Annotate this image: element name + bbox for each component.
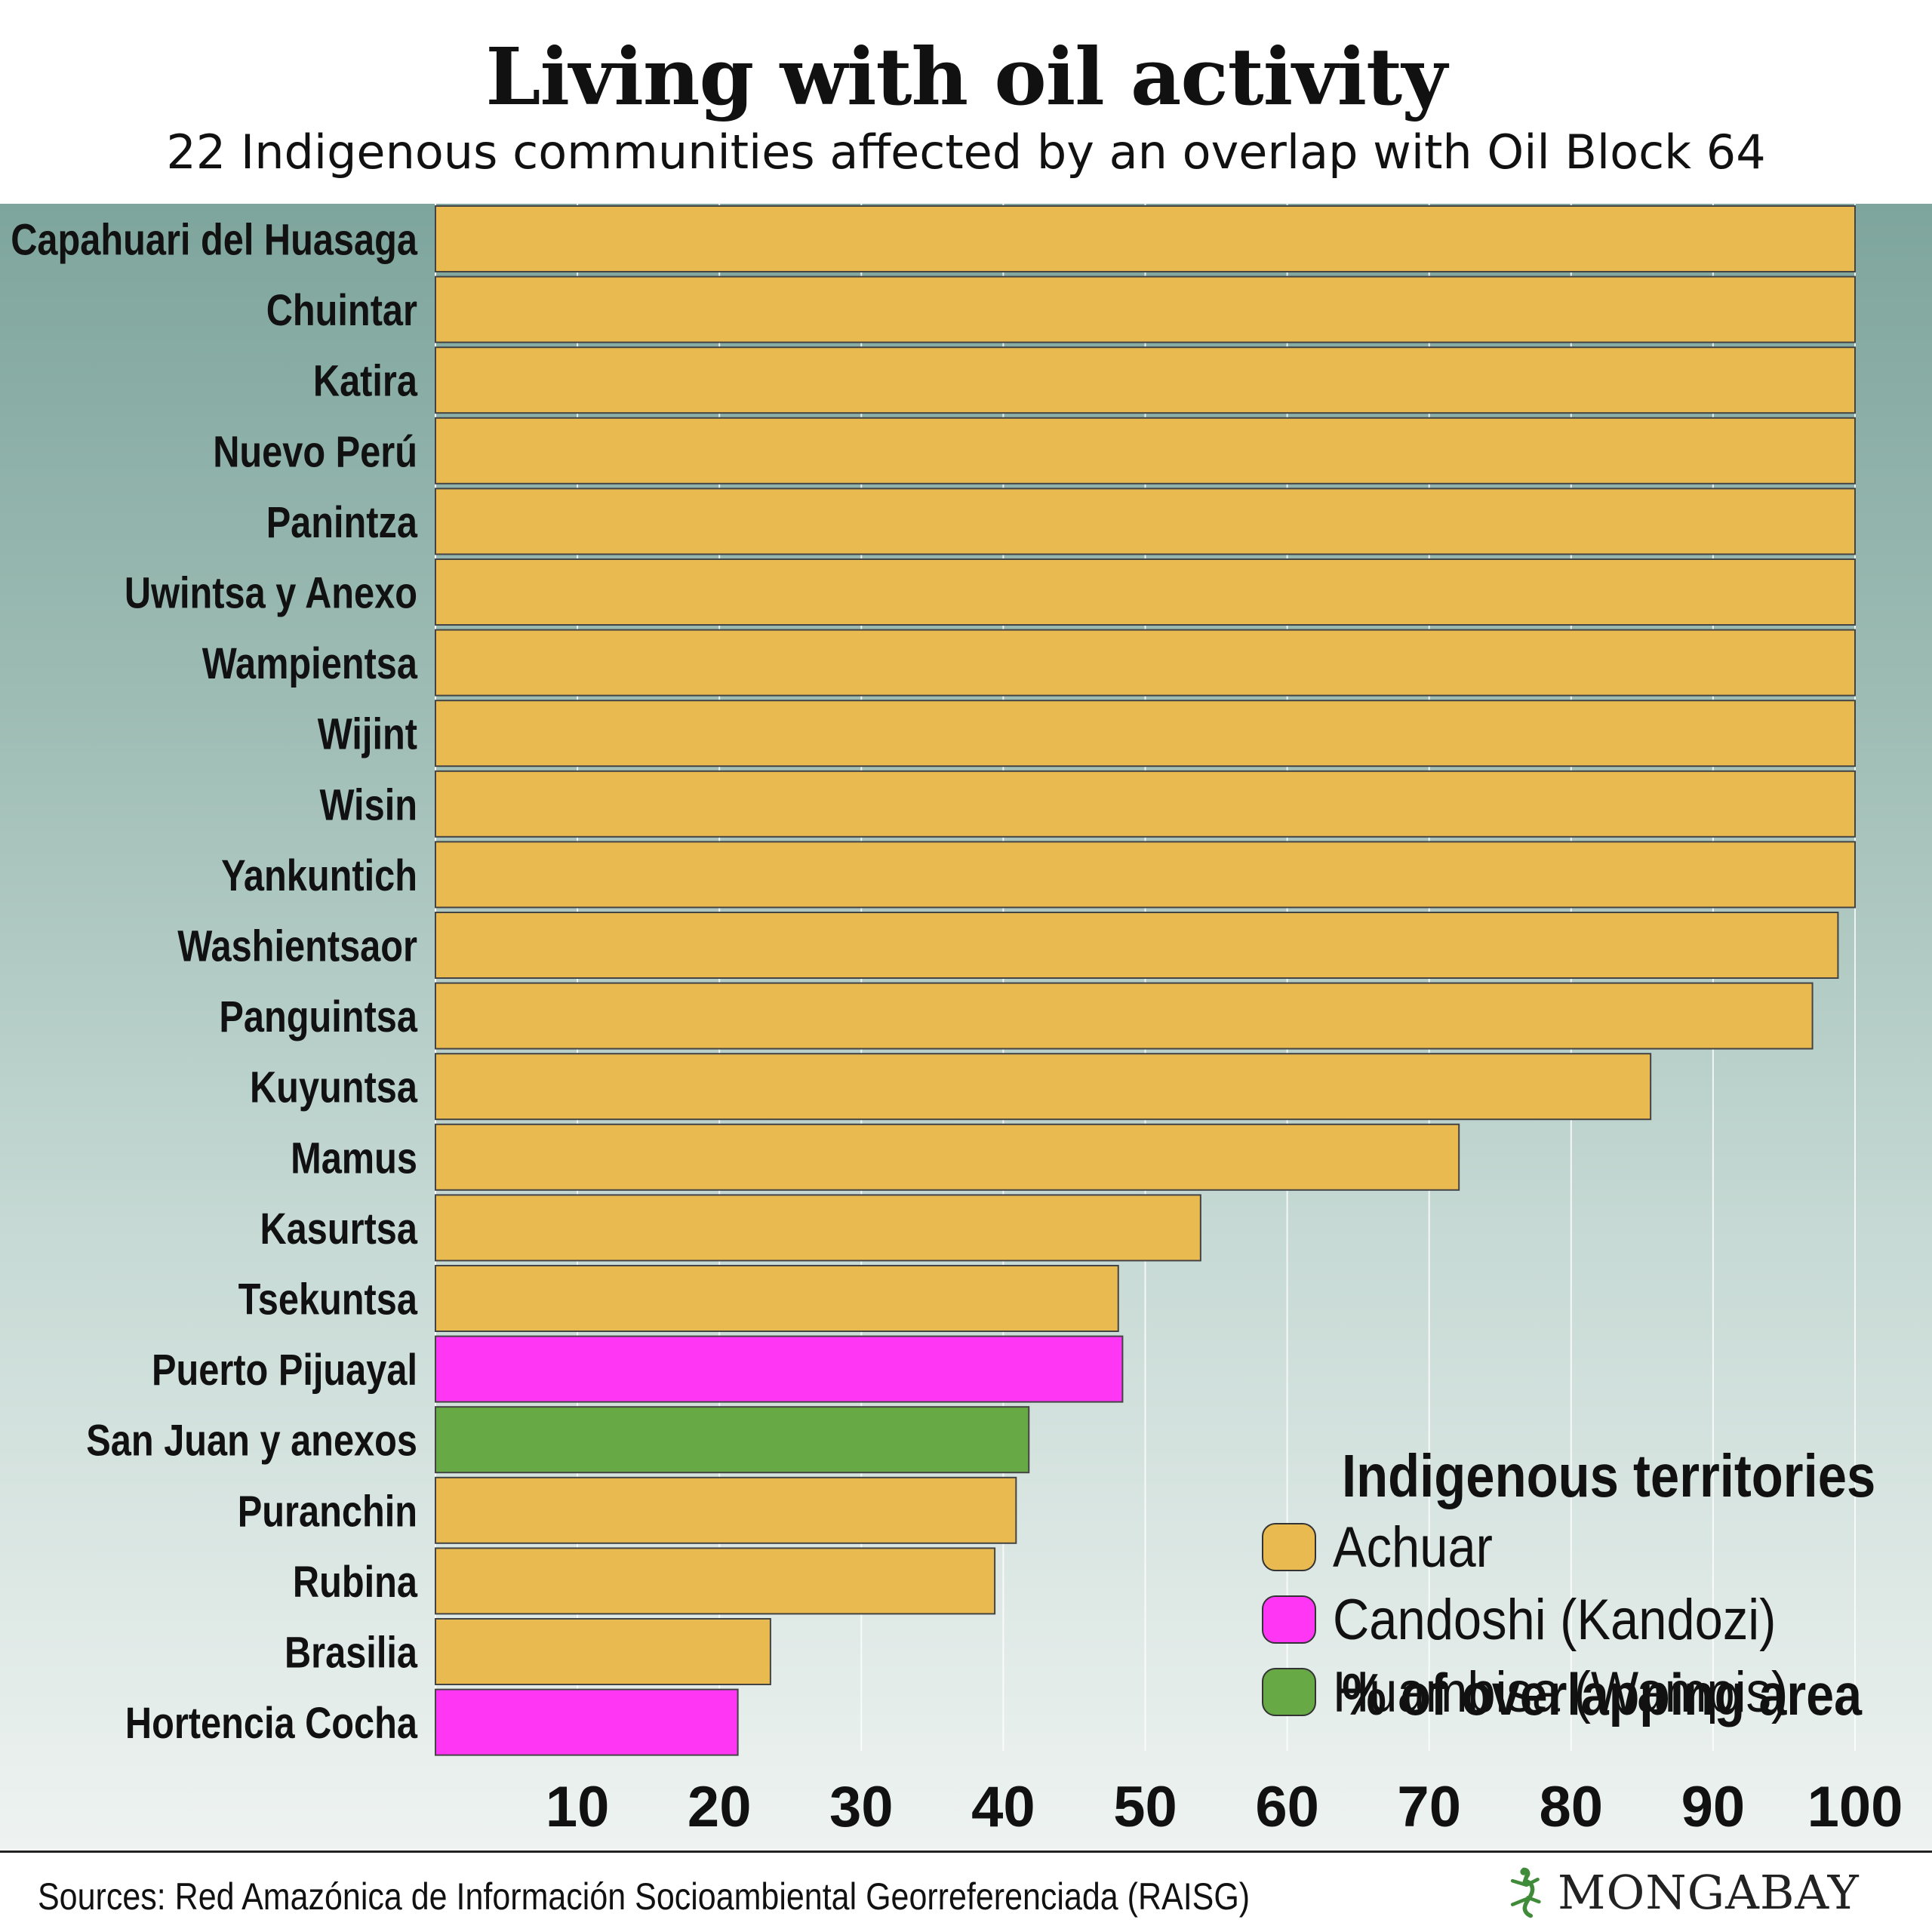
- category-label-brasilia: Brasilia: [285, 1629, 418, 1678]
- bar-puranchin: [435, 1476, 1017, 1544]
- x-tick-label-100: 100: [1807, 1775, 1903, 1839]
- category-label-yankuntich: Yankuntich: [221, 851, 417, 900]
- category-labels: Capahuari del Huasaga Chuintar Katira Nuevo…: [11, 216, 417, 1749]
- category-label-uwintsa-y-anexo: Uwintsa y Anexo: [125, 569, 417, 618]
- x-tick-label-70: 70: [1397, 1775, 1461, 1839]
- legend-title: Indigenous territories: [1342, 1442, 1876, 1509]
- category-label-washientsaor: Washientsaor: [177, 922, 417, 971]
- bar-nuevo-peru: [435, 417, 1856, 485]
- bar-kasurtsa: [435, 1194, 1201, 1262]
- category-label-panguintsa: Panguintsa: [219, 992, 417, 1041]
- category-label-wampientsa: Wampientsa: [202, 639, 418, 688]
- legend-item-achuar: Achuar: [1262, 1511, 1866, 1583]
- brand[interactable]: MONGABAY: [1496, 1864, 1860, 1920]
- x-tick-label-60: 60: [1255, 1775, 1319, 1839]
- category-label-kuyuntsa: Kuyuntsa: [250, 1063, 418, 1112]
- x-tick-labels: 10 20 30 40 50 60 70 80 90 100: [546, 1775, 1903, 1839]
- category-label-puerto-pijuayal: Puerto Pijuayal: [152, 1346, 417, 1395]
- legend-swatch-achuar: [1262, 1523, 1316, 1571]
- legend-swatch-huambisa: [1262, 1668, 1316, 1716]
- gecko-logo-icon: [1510, 1867, 1541, 1918]
- legend-label-huambisa: Huambisa (Wampis): [1333, 1660, 1789, 1724]
- category-label-katira: Katira: [313, 357, 418, 406]
- bar-san-juan-y-anexos: [435, 1406, 1030, 1474]
- bar-wisin: [435, 770, 1856, 838]
- bar-yankuntich: [435, 841, 1856, 909]
- bar-wampientsa: [435, 629, 1856, 697]
- x-tick-label-90: 90: [1681, 1775, 1746, 1839]
- chart-subtitle: 22 Indigenous communities affected by an…: [166, 125, 1766, 180]
- x-tick-label-50: 50: [1113, 1775, 1177, 1839]
- category-label-capahuari-del-huasaga: Capahuari del Huasaga: [11, 216, 417, 265]
- bars: [435, 205, 1856, 1756]
- bar-puerto-pijuayal: [435, 1335, 1124, 1403]
- x-tick-label-40: 40: [971, 1775, 1035, 1839]
- x-tick-label-10: 10: [546, 1775, 610, 1839]
- bar-washientsaor: [435, 912, 1839, 979]
- bar-tsekuntsa: [435, 1265, 1119, 1332]
- bar-uwintsa-y-anexo: [435, 558, 1856, 626]
- category-label-wijint: Wijint: [318, 710, 417, 759]
- legend-item-candoshi: Candoshi (Kandozi): [1262, 1583, 1866, 1656]
- category-label-puranchin: Puranchin: [238, 1487, 417, 1536]
- category-label-wisin: Wisin: [320, 780, 418, 829]
- bar-hortencia-cocha: [435, 1688, 739, 1756]
- plot-panel: Capahuari del Huasaga Chuintar Katira Nuevo…: [0, 204, 1932, 1849]
- category-label-panintza: Panintza: [266, 498, 418, 547]
- bar-wijint: [435, 700, 1856, 768]
- bar-chart: Capahuari del Huasaga Chuintar Katira Nuevo…: [11, 204, 1903, 1839]
- bar-panintza: [435, 488, 1856, 555]
- x-tick-label-30: 30: [829, 1775, 894, 1839]
- category-label-rubina: Rubina: [293, 1558, 418, 1607]
- bar-rubina: [435, 1547, 996, 1615]
- category-label-hortencia-cocha: Hortencia Cocha: [125, 1699, 418, 1748]
- x-tick-label-80: 80: [1540, 1775, 1604, 1839]
- bar-katira: [435, 346, 1856, 414]
- category-label-mamus: Mamus: [291, 1134, 417, 1183]
- source-note: Sources: Red Amazónica de Información So…: [38, 1875, 1251, 1918]
- legend-label-achuar: Achuar: [1333, 1515, 1493, 1580]
- category-label-tsekuntsa: Tsekuntsa: [238, 1275, 418, 1324]
- legend-label-candoshi: Candoshi (Kandozi): [1333, 1587, 1777, 1652]
- bar-kuyuntsa: [435, 1053, 1652, 1121]
- footer-divider: [0, 1850, 1932, 1853]
- legend-item-huambisa: Huambisa (Wampis): [1262, 1656, 1866, 1728]
- x-tick-label-20: 20: [688, 1775, 752, 1839]
- legend-swatch-candoshi: [1262, 1595, 1316, 1644]
- legend: Indigenous territories Achuar Candoshi (…: [1262, 1441, 1876, 1728]
- chart-title: Living with oil activity: [485, 30, 1447, 123]
- bar-mamus: [435, 1123, 1460, 1191]
- category-label-nuevo-peru: Nuevo Perú: [213, 427, 417, 476]
- bar-panguintsa: [435, 982, 1814, 1050]
- bar-capahuari-del-huasaga: [435, 205, 1856, 272]
- x-axis-label: % of overlapping area: [1342, 1661, 1862, 1727]
- category-label-san-juan-y-anexos: San Juan y anexos: [86, 1417, 417, 1466]
- category-label-kasurtsa: Kasurtsa: [260, 1204, 418, 1254]
- brand-name: MONGABAY: [1558, 1864, 1860, 1920]
- bar-chuintar: [435, 275, 1856, 343]
- bar-brasilia: [435, 1618, 771, 1685]
- category-label-chuintar: Chuintar: [266, 286, 417, 335]
